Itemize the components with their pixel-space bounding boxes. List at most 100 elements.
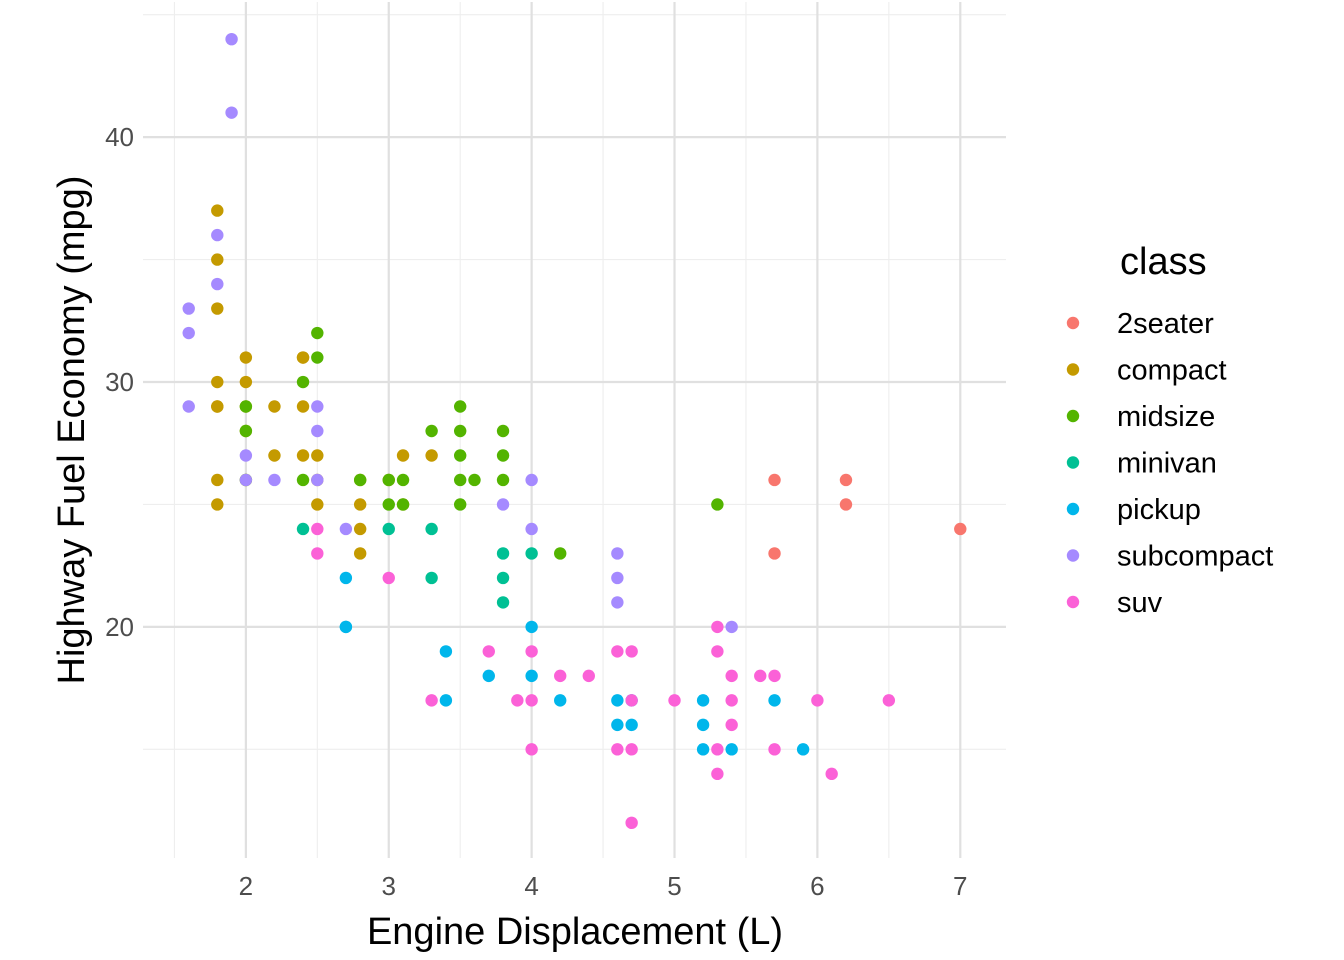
point-pickup xyxy=(696,718,710,732)
point-pickup xyxy=(439,645,453,658)
point-suv xyxy=(511,694,524,707)
point-2seater xyxy=(768,547,781,560)
point-subcompact xyxy=(211,228,224,242)
point-pickup xyxy=(339,571,353,585)
point-suv xyxy=(725,718,738,732)
point-compact xyxy=(353,547,367,560)
point-suv xyxy=(611,743,624,756)
point-subcompact xyxy=(525,473,538,487)
point-pickup xyxy=(439,694,453,707)
x-tick-label: 3 xyxy=(382,871,396,901)
point-minivan xyxy=(496,547,510,560)
point-suv xyxy=(425,694,438,707)
point-midsize xyxy=(396,498,410,511)
point-suv xyxy=(768,669,781,683)
point-midsize xyxy=(453,400,467,413)
x-axis-title: Engine Displacement (L) xyxy=(367,911,783,953)
point-compact xyxy=(239,375,253,389)
legend-label-subcompact: subcompact xyxy=(1117,541,1273,573)
point-midsize xyxy=(382,498,395,511)
grid xyxy=(143,2,1006,858)
point-compact xyxy=(353,522,367,536)
point-compact xyxy=(296,449,310,462)
point-midsize xyxy=(468,473,481,487)
point-compact xyxy=(211,375,224,389)
point-pickup xyxy=(796,743,810,756)
point-midsize xyxy=(496,449,510,462)
point-suv xyxy=(754,669,767,683)
point-suv xyxy=(725,669,738,683)
point-2seater xyxy=(954,522,967,536)
point-subcompact xyxy=(225,32,238,46)
point-minivan xyxy=(296,522,310,536)
point-pickup xyxy=(768,694,781,707)
point-suv xyxy=(811,694,824,707)
point-compact xyxy=(211,498,224,511)
legend-key-subcompact xyxy=(1066,549,1080,562)
x-tick-label: 6 xyxy=(810,871,824,901)
legend-label-suv: suv xyxy=(1117,587,1163,619)
point-subcompact xyxy=(182,326,195,340)
point-subcompact xyxy=(611,571,624,585)
legend-key-minivan xyxy=(1066,456,1080,469)
point-compact xyxy=(396,449,410,462)
point-suv xyxy=(582,669,595,683)
point-compact xyxy=(211,400,224,413)
point-suv xyxy=(554,669,567,683)
point-suv xyxy=(525,694,538,707)
point-midsize xyxy=(711,498,724,511)
point-subcompact xyxy=(725,620,738,634)
point-midsize xyxy=(453,473,467,487)
point-midsize xyxy=(496,424,510,438)
legend-key-compact xyxy=(1066,363,1080,376)
x-tick-label: 2 xyxy=(239,871,253,901)
point-suv xyxy=(711,645,724,658)
point-subcompact xyxy=(239,473,253,487)
point-subcompact xyxy=(525,522,538,536)
point-suv xyxy=(725,694,738,707)
point-pickup xyxy=(554,694,567,707)
point-subcompact xyxy=(611,596,624,609)
legend-key-2seater xyxy=(1066,316,1080,330)
legend-title: class xyxy=(1120,241,1207,283)
point-compact xyxy=(425,449,438,462)
point-2seater xyxy=(839,498,853,511)
point-pickup xyxy=(525,620,538,634)
point-suv xyxy=(825,767,838,781)
point-minivan xyxy=(496,571,510,585)
x-tick-label: 4 xyxy=(524,871,538,901)
point-suv xyxy=(525,645,538,658)
point-midsize xyxy=(382,473,395,487)
point-midsize xyxy=(239,424,253,438)
point-compact xyxy=(296,400,310,413)
point-pickup xyxy=(696,743,710,756)
point-pickup xyxy=(482,669,495,683)
point-minivan xyxy=(525,547,538,560)
point-compact xyxy=(211,302,224,315)
point-minivan xyxy=(425,571,438,585)
point-suv xyxy=(311,522,324,536)
point-compact xyxy=(211,473,224,487)
point-pickup xyxy=(696,694,710,707)
point-pickup xyxy=(611,718,624,732)
x-tick-label: 5 xyxy=(667,871,681,901)
point-pickup xyxy=(725,743,738,756)
data-points xyxy=(182,32,967,830)
point-suv xyxy=(382,571,395,585)
point-minivan xyxy=(425,522,438,536)
point-midsize xyxy=(311,326,324,340)
x-tick-label: 7 xyxy=(953,871,967,901)
point-compact xyxy=(311,498,324,511)
point-compact xyxy=(353,498,367,511)
point-compact xyxy=(268,449,281,462)
point-midsize xyxy=(453,449,467,462)
point-midsize xyxy=(296,375,310,389)
point-midsize xyxy=(353,473,367,487)
legend-key-suv xyxy=(1066,595,1080,609)
point-subcompact xyxy=(211,277,224,291)
legend-key-pickup xyxy=(1066,502,1080,516)
point-midsize xyxy=(425,424,438,438)
point-subcompact xyxy=(182,400,195,413)
